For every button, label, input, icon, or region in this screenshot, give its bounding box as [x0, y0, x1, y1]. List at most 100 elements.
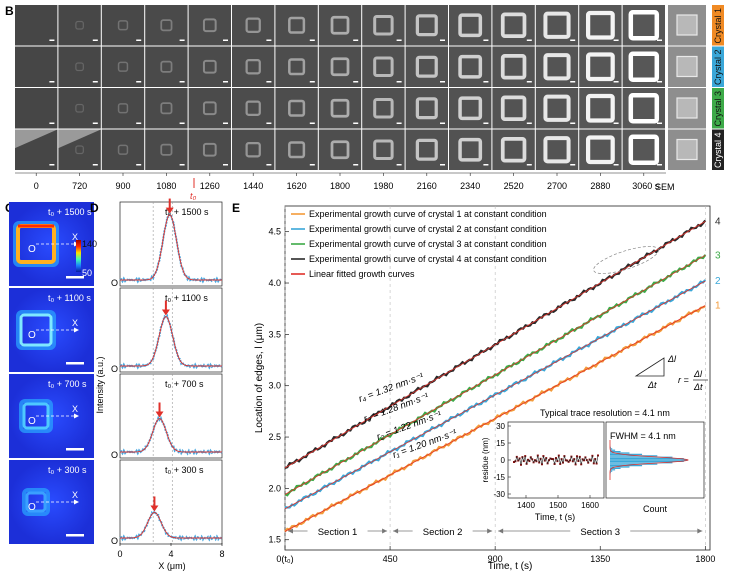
crystal-square	[373, 56, 394, 77]
crystal-square	[75, 103, 84, 113]
sem-frame	[232, 88, 275, 129]
sem-frame	[405, 5, 448, 46]
sem-frame	[492, 46, 535, 87]
inset-xtick: 1600	[581, 501, 599, 510]
profile-data	[119, 415, 223, 456]
colorbar-max: 140	[82, 239, 97, 249]
panel-b-label: B	[5, 4, 14, 18]
scale-bar	[49, 81, 55, 83]
e-ytick-label: 2.0	[268, 483, 281, 493]
scale-bar	[136, 81, 142, 83]
axis-origin-label: O	[28, 502, 36, 513]
t0-marker: t₀	[190, 191, 197, 201]
sem-frame	[275, 129, 318, 170]
sem-frame	[492, 129, 535, 170]
scale-bar	[309, 122, 315, 124]
scale-bar	[353, 39, 359, 41]
profile-data	[119, 313, 223, 370]
crystal-square	[628, 134, 660, 165]
crystal-square	[373, 15, 394, 36]
scale-bar	[66, 276, 84, 279]
sem-frame	[318, 46, 362, 87]
sem-frame	[535, 46, 579, 87]
profile-time: t₀ + 1100 s	[165, 293, 208, 303]
e-ytick-label: 1.5	[268, 535, 281, 545]
scale-bar	[136, 164, 142, 166]
residue-inset: Typical trace resolution = 4.1 nm 30 15 0 -…	[481, 408, 705, 522]
scale-bar	[483, 81, 489, 83]
growth-curve-fit	[284, 305, 706, 532]
crystal-square	[288, 99, 306, 117]
crystal-square	[543, 136, 571, 164]
peak-arrow	[150, 505, 159, 512]
heatmap-frame: t₀ + 300 s X O	[9, 460, 94, 544]
e-xtick-label: 450	[383, 554, 398, 564]
peak-arrow	[165, 207, 174, 214]
sem-frame	[232, 46, 275, 87]
panel-e-label: E	[232, 201, 240, 215]
sem-frame	[58, 46, 101, 87]
sem-frame	[492, 5, 535, 46]
sem-frame	[232, 5, 275, 46]
sem-frame	[622, 88, 665, 129]
scale-bar	[396, 81, 402, 83]
scale-bar	[179, 39, 185, 41]
crystal-square	[458, 54, 483, 79]
crystal-square	[288, 16, 306, 34]
scale-bar	[396, 39, 402, 41]
crystal-square	[160, 102, 173, 115]
crystal-square	[415, 97, 438, 120]
time-label: 3060 s	[632, 181, 660, 191]
crystal-square	[458, 137, 483, 162]
crystal-square	[500, 137, 527, 163]
inset-ytick: 15	[496, 439, 505, 448]
section-label: Section 3	[580, 527, 620, 538]
sem-reference-image	[668, 46, 706, 87]
scale-bar	[613, 81, 619, 83]
sem-frame	[362, 88, 405, 129]
d-tick-label: 8	[219, 549, 224, 559]
scale-bar	[483, 164, 489, 166]
sem-frame	[275, 5, 318, 46]
sem-frame	[145, 46, 188, 87]
e-ytick-label: 3.5	[268, 329, 281, 339]
sem-frame	[405, 46, 448, 87]
e-sections: Section 1 Section 2 Section 3	[288, 524, 703, 538]
crystal-square	[160, 60, 173, 73]
scale-bar	[49, 39, 55, 41]
scale-bar	[570, 81, 576, 83]
crystal-square	[117, 61, 129, 72]
scale-bar	[613, 164, 619, 166]
sem-label: SEM	[655, 182, 675, 192]
sem-frame	[492, 88, 535, 129]
crystal-tag	[712, 88, 724, 129]
time-label: 900	[115, 181, 130, 191]
sem-reference-image	[668, 129, 706, 170]
time-label: 1800	[330, 181, 350, 191]
sem-frame	[362, 5, 405, 46]
heatmap-time: t₀ + 1100 s	[48, 293, 91, 303]
scale-bar	[266, 39, 272, 41]
scale-bar	[309, 164, 315, 166]
formula-dt: Δt	[693, 382, 703, 392]
profile-time: t₀ + 700 s	[165, 379, 204, 389]
crystal-square	[543, 94, 571, 122]
inset-xlabel: Time, t (s)	[535, 512, 575, 522]
sem-image-grid	[15, 5, 706, 170]
profile-origin: O	[111, 278, 118, 288]
axis-x-label: X	[72, 404, 78, 414]
scale-bar	[526, 81, 532, 83]
axis-x-label: X	[72, 490, 78, 500]
inset-count-label: Count	[643, 504, 668, 514]
axis-origin-label: O	[28, 416, 36, 427]
legend-entry: Experimental growth curve of crystal 2 a…	[309, 224, 547, 234]
crystal-square	[330, 140, 350, 160]
sem-frame	[535, 5, 579, 46]
e-legend: Experimental growth curve of crystal 1 a…	[291, 209, 547, 279]
crystal-square	[75, 20, 84, 30]
scale-bar	[440, 164, 445, 166]
crystal-square	[628, 51, 660, 82]
time-label: 2520	[504, 181, 524, 191]
section-label: Section 2	[423, 527, 463, 538]
formula-dl: Δl	[693, 369, 703, 379]
